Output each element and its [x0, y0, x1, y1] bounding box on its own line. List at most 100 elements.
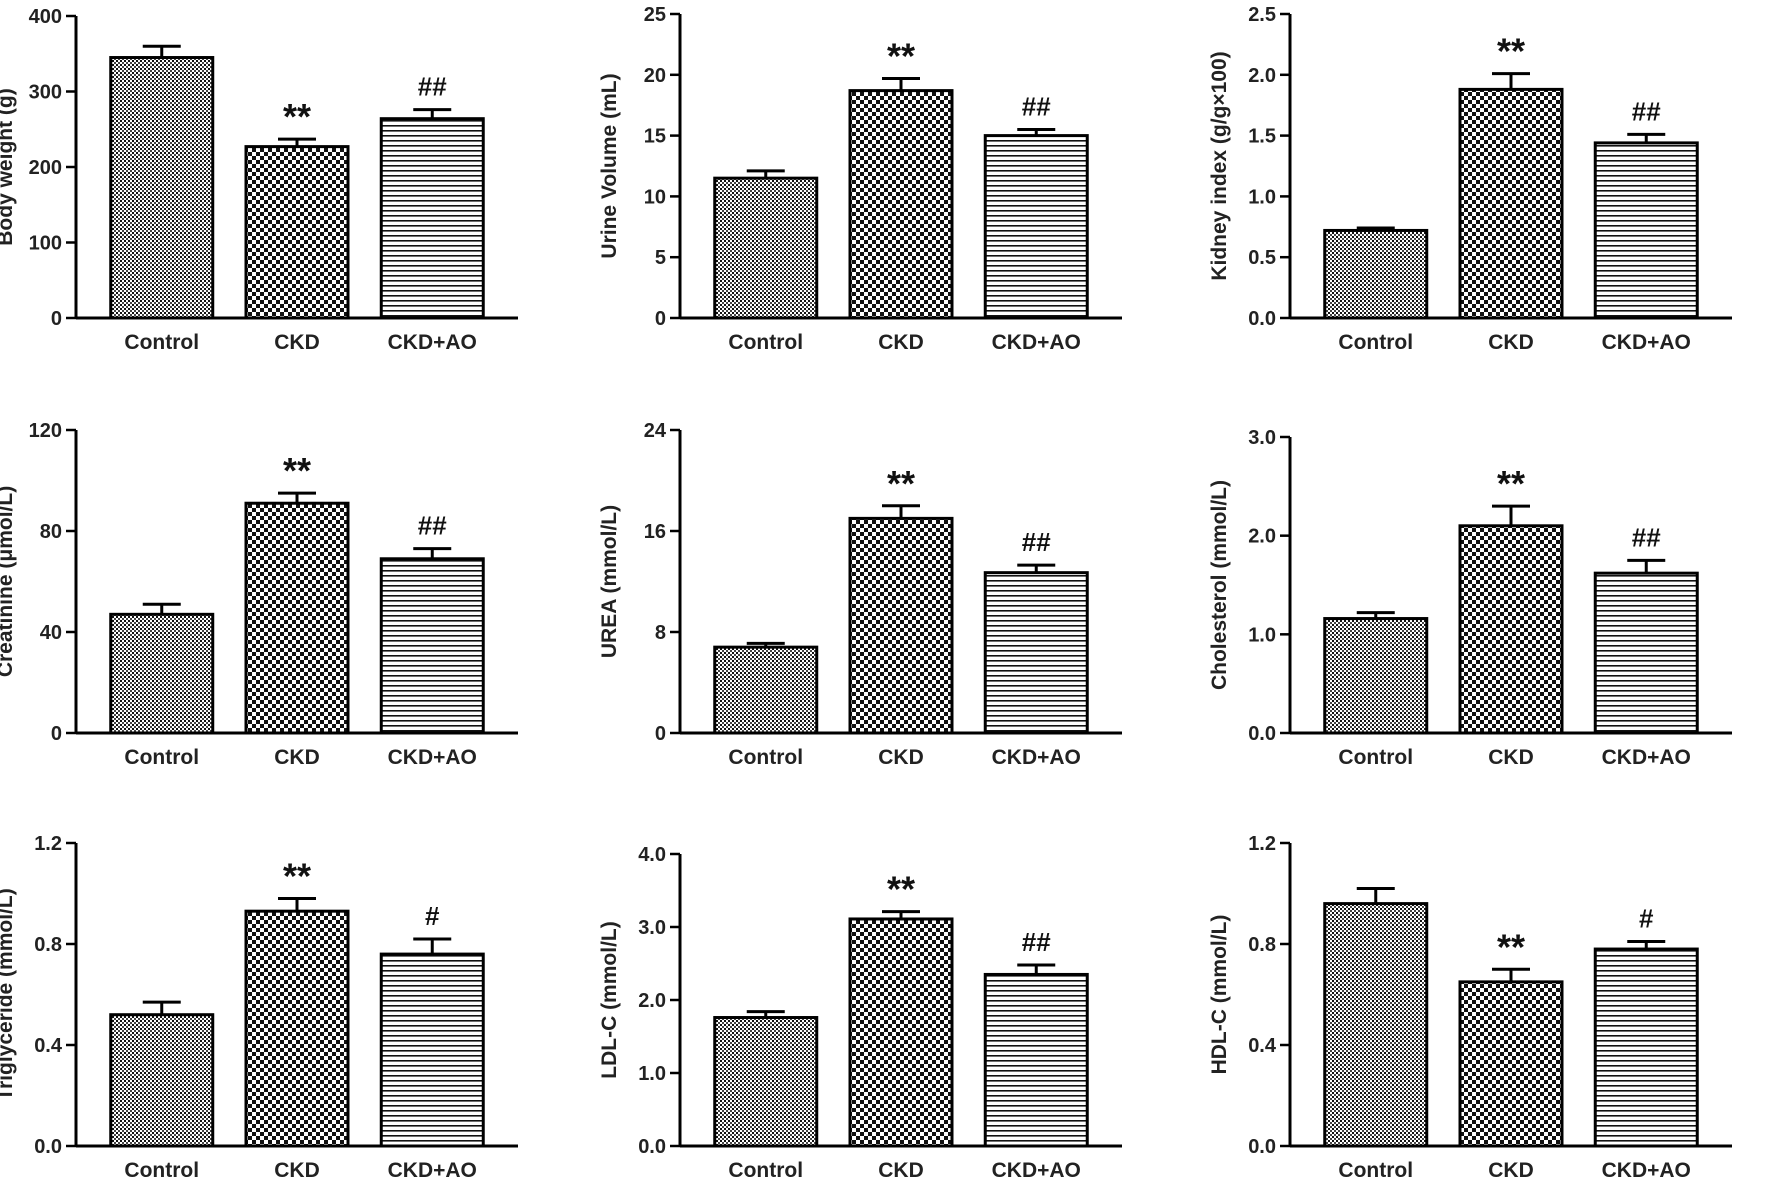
significance-marker: ##: [418, 72, 447, 102]
significance-marker: ##: [1022, 92, 1051, 122]
bar-control: [109, 56, 215, 320]
y-axis-title: Body weight (g): [0, 88, 17, 245]
significance-marker: **: [887, 869, 915, 910]
y-axis-title: Cholesterol (mmol/L): [1208, 480, 1231, 690]
y-tick-label: 10: [644, 186, 666, 208]
bar-control: [713, 176, 819, 320]
significance-marker: ##: [418, 511, 447, 541]
significance-marker: **: [1497, 926, 1525, 967]
bar-ckd: [1458, 87, 1564, 320]
chart-panel-2: 0 5 10 15 20 25 Urine Volume (mL) Control ** CKD #…: [598, 4, 1122, 354]
y-tick-label: 0.5: [1248, 247, 1276, 269]
y-tick-label: 0.8: [34, 934, 62, 956]
y-axis-title: Urine Volume (mL): [598, 73, 621, 258]
x-tick-label: Control: [1338, 1159, 1413, 1182]
y-axis-title: LDL-C (mmol/L): [598, 921, 621, 1078]
significance-marker: #: [1639, 903, 1654, 933]
x-tick-label: Control: [124, 746, 199, 769]
x-tick-label: CKD+AO: [388, 1159, 477, 1182]
significance-marker: **: [283, 856, 311, 897]
x-tick-label: Control: [1338, 331, 1413, 354]
x-tick-label: CKD+AO: [388, 331, 477, 354]
y-tick-label: 0.0: [638, 1136, 666, 1158]
bar-control: [713, 645, 819, 735]
bar-ckd-ao: [1593, 947, 1699, 1148]
chart-panel-3: 0.0 0.5 1.0 1.5 2.0 2.5 Kidney index (g/g×100)…: [1208, 4, 1732, 354]
bar-ckd: [848, 516, 954, 735]
x-tick-label: CKD+AO: [388, 746, 477, 769]
y-tick-label: 20: [644, 65, 666, 87]
x-tick-label: Control: [728, 746, 803, 769]
y-tick-label: 40: [40, 622, 62, 644]
bar-ckd-ao: [379, 952, 485, 1148]
y-tick-label: 0.0: [1248, 308, 1276, 330]
bar-control: [713, 1016, 819, 1148]
x-tick-label: CKD+AO: [992, 331, 1081, 354]
y-tick-label: 0: [655, 723, 666, 745]
y-tick-label: 0.0: [1248, 723, 1276, 745]
x-tick-label: CKD+AO: [992, 1159, 1081, 1182]
y-tick-label: 4.0: [638, 844, 666, 866]
x-tick-label: CKD: [878, 1159, 924, 1182]
bar-ckd: [244, 909, 350, 1148]
y-tick-label: 200: [29, 157, 62, 179]
y-tick-label: 2.0: [638, 990, 666, 1012]
y-tick-label: 1.5: [1248, 126, 1276, 148]
significance-marker: **: [887, 35, 915, 76]
y-axis-title: UREA (mmol/L): [598, 505, 621, 658]
x-tick-label: CKD: [878, 746, 924, 769]
significance-marker: #: [425, 901, 440, 931]
y-axis-title: Kidney index (g/g×100): [1208, 51, 1231, 280]
y-tick-label: 400: [29, 6, 62, 28]
y-tick-label: 0: [51, 308, 62, 330]
chart-panel-1: 0 100 200 300 400 Body weight (g) Control ** CKD…: [0, 6, 518, 354]
x-tick-label: CKD: [274, 746, 320, 769]
y-tick-label: 8: [655, 622, 666, 644]
y-tick-label: 1.2: [1248, 833, 1276, 855]
y-tick-label: 100: [29, 233, 62, 255]
bar-control: [1323, 617, 1429, 735]
y-tick-label: 0.0: [1248, 1136, 1276, 1158]
y-tick-label: 0: [51, 723, 62, 745]
y-axis-title: HDL-C (mmol/L): [1208, 915, 1231, 1075]
y-tick-label: 24: [644, 420, 667, 442]
chart-panel-8: 0.0 1.0 2.0 3.0 4.0 LDL-C (mmol/L) Control ** CK…: [598, 844, 1122, 1182]
chart-panel-5: 0 8 16 24 UREA (mmol/L) Control ** CKD ## CKD+AO: [598, 420, 1122, 769]
significance-marker: **: [283, 96, 311, 137]
significance-marker: ##: [1632, 522, 1661, 552]
x-tick-label: CKD: [1488, 331, 1534, 354]
x-tick-label: CKD: [878, 331, 924, 354]
y-tick-label: 16: [644, 521, 666, 543]
bar-control: [109, 1013, 215, 1148]
significance-marker: ##: [1632, 96, 1661, 126]
x-tick-label: Control: [728, 1159, 803, 1182]
y-tick-label: 1.0: [1248, 624, 1276, 646]
chart-panel-9: 0.0 0.4 0.8 1.2 HDL-C (mmol/L) Control ** CKD # C…: [1208, 833, 1732, 1182]
bar-control: [1323, 902, 1429, 1148]
y-tick-label: 15: [644, 126, 666, 148]
bar-control: [109, 612, 215, 735]
significance-marker: ##: [1022, 527, 1051, 557]
bar-ckd-ao: [379, 557, 485, 735]
bar-ckd: [1458, 524, 1564, 735]
y-tick-label: 0.4: [34, 1035, 63, 1057]
y-tick-label: 0.8: [1248, 934, 1276, 956]
x-tick-label: CKD: [1488, 1159, 1534, 1182]
y-tick-label: 120: [29, 420, 62, 442]
significance-marker: **: [1497, 31, 1525, 72]
y-tick-label: 25: [644, 4, 666, 26]
significance-marker: **: [887, 463, 915, 504]
x-tick-label: Control: [124, 1159, 199, 1182]
x-tick-label: CKD: [274, 1159, 320, 1182]
significance-marker: ##: [1022, 927, 1051, 957]
x-tick-label: Control: [124, 331, 199, 354]
y-tick-label: 2.0: [1248, 65, 1276, 87]
y-axis-title: Creatinine (μmol/L): [0, 486, 17, 677]
significance-marker: **: [283, 450, 311, 491]
chart-panel-7: 0.0 0.4 0.8 1.2 Triglyceride (mmol/L) Control…: [0, 833, 518, 1182]
x-tick-label: Control: [728, 331, 803, 354]
y-tick-label: 0: [655, 308, 666, 330]
significance-marker: **: [1497, 463, 1525, 504]
y-axis-title: Triglyceride (mmol/L): [0, 888, 17, 1100]
